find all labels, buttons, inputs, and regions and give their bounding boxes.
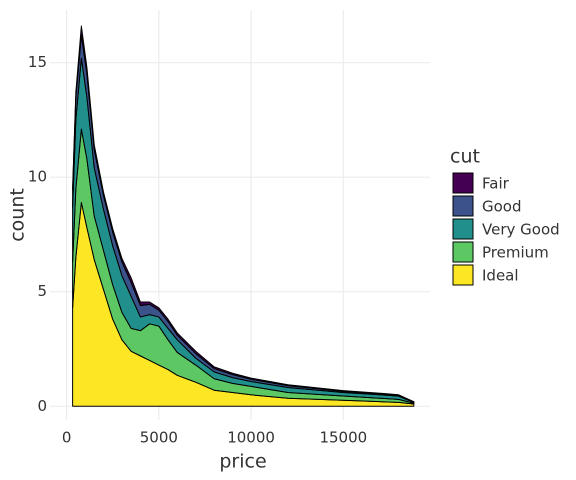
- x-axis-label: price: [219, 451, 266, 473]
- x-tick-label: 0: [62, 429, 72, 447]
- legend-key: [452, 264, 474, 286]
- legend-label: Fair: [482, 175, 510, 193]
- legend-key: [452, 241, 474, 263]
- legend-key: [452, 218, 474, 240]
- y-axis-label: count: [7, 188, 29, 242]
- x-tick-label: 15000: [319, 429, 367, 447]
- legend-key: [452, 172, 474, 194]
- x-tick-label: 5000: [140, 429, 178, 447]
- y-tick-label: 10: [28, 168, 47, 186]
- legend-label: Good: [482, 198, 522, 216]
- legend-title: cut: [450, 146, 480, 168]
- density-area: [72, 25, 415, 403]
- legend-label: Ideal: [482, 267, 519, 285]
- y-tick-label: 5: [37, 282, 47, 300]
- legend-label: Very Good: [482, 221, 560, 239]
- legend-label: Premium: [482, 244, 549, 262]
- legend-key: [452, 195, 474, 217]
- x-tick-label: 10000: [227, 429, 275, 447]
- y-tick-label: 0: [37, 397, 47, 415]
- y-tick-label: 15: [28, 53, 47, 71]
